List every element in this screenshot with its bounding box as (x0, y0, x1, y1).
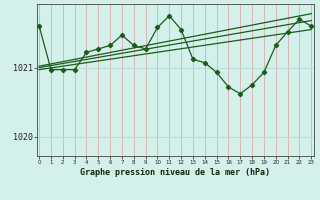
X-axis label: Graphe pression niveau de la mer (hPa): Graphe pression niveau de la mer (hPa) (80, 168, 270, 177)
